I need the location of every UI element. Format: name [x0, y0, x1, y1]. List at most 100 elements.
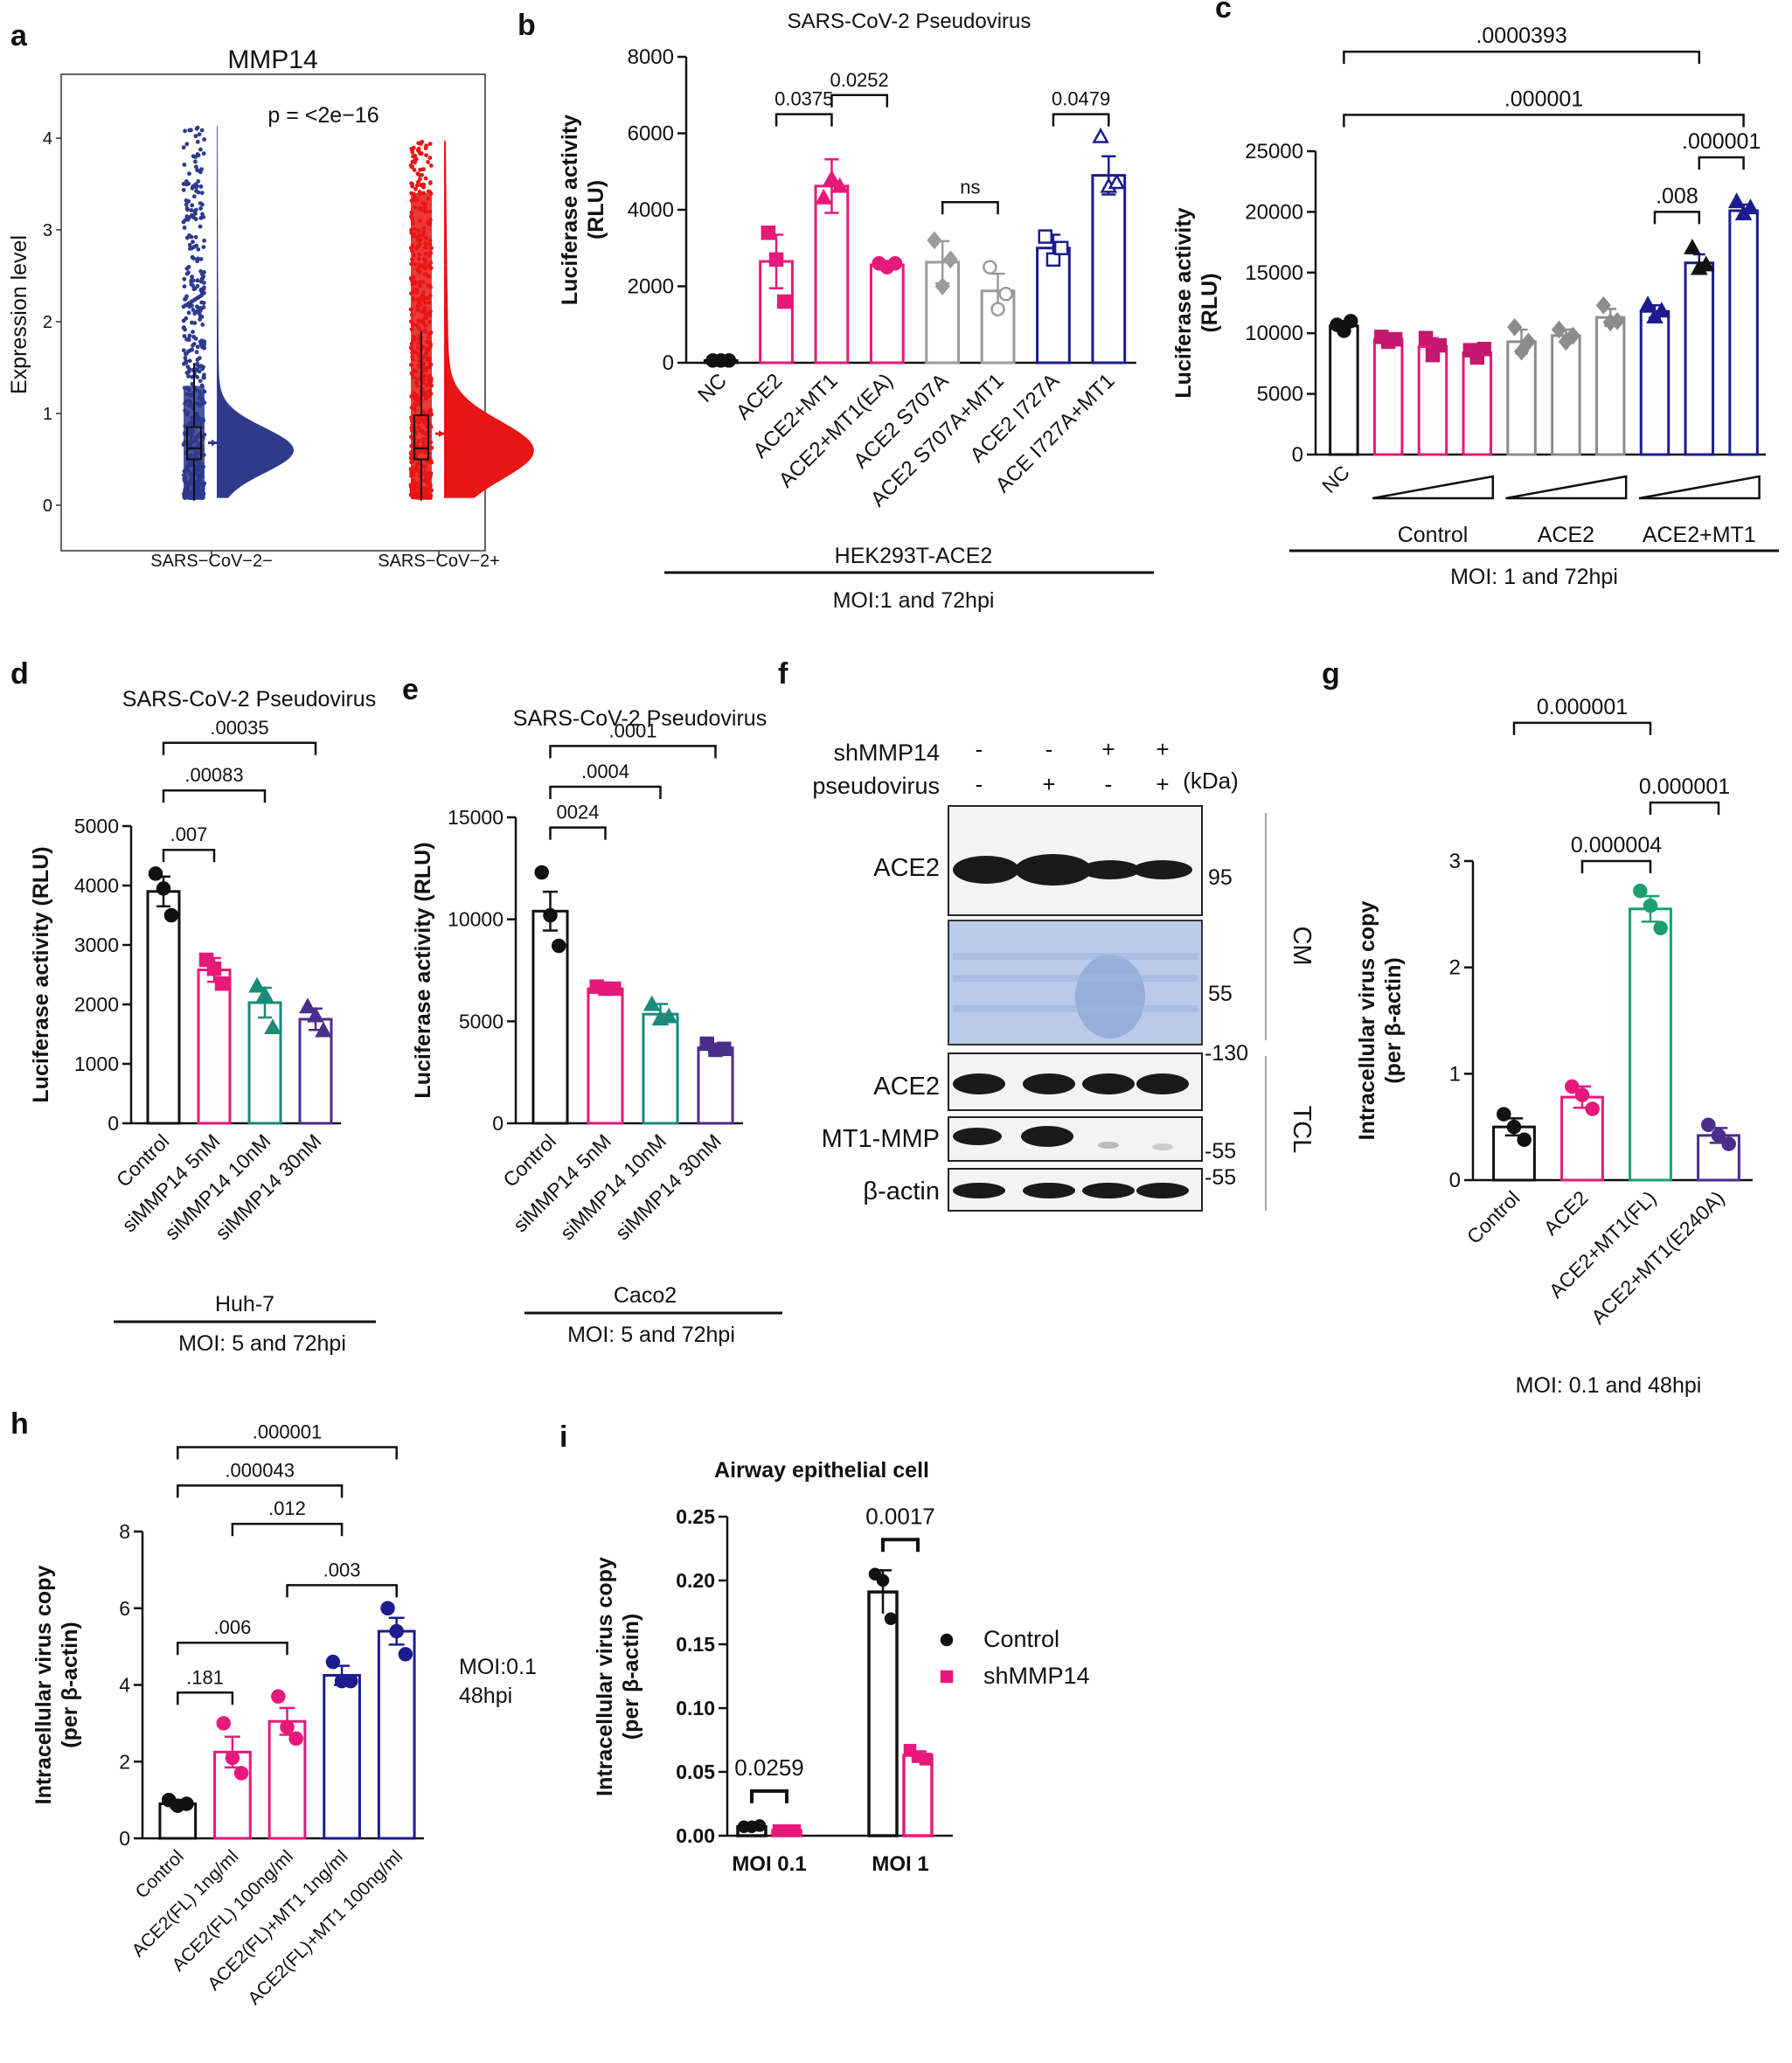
coomassie-stain — [948, 920, 1203, 1045]
jitter-point — [186, 199, 191, 204]
data-point — [934, 277, 950, 295]
half-violin — [217, 124, 295, 498]
chart-title: SARS-CoV-2 Pseudovirus — [122, 687, 376, 712]
significance-bracket — [1649, 801, 1720, 816]
data-point — [1387, 331, 1403, 347]
data-point — [1476, 341, 1491, 357]
jitter-point — [199, 167, 204, 172]
bar — [902, 1754, 934, 1837]
jitter-point — [199, 315, 205, 319]
jitter-point — [198, 215, 204, 220]
jitter-point — [181, 325, 186, 330]
blot-band — [1015, 854, 1092, 886]
jitter-point — [198, 201, 203, 205]
data-point — [233, 1766, 249, 1781]
data-point — [761, 226, 776, 240]
y-tick-label: 4 — [119, 1674, 130, 1697]
jitter-point — [189, 128, 193, 133]
y-tick-label: 10000 — [1245, 322, 1303, 345]
data-point — [307, 1006, 324, 1023]
jitter-point — [192, 159, 198, 164]
mw-marker: 55 — [1208, 982, 1233, 1006]
data-point — [1038, 229, 1052, 244]
significance-bracket — [549, 785, 662, 799]
data-point — [642, 995, 661, 1011]
y-tick-label: 0 — [1292, 443, 1303, 467]
blot-band — [1082, 1073, 1135, 1094]
condition-sign: + — [1101, 736, 1115, 762]
jitter-point — [184, 214, 190, 219]
jitter-point — [412, 168, 417, 172]
jitter-point — [193, 217, 198, 222]
legend-entry: Control — [983, 1626, 1059, 1652]
data-point — [990, 302, 1005, 316]
y-tick-label: 0.15 — [676, 1633, 715, 1656]
jitter-point — [198, 257, 204, 261]
data-point — [1551, 320, 1567, 339]
data-point — [998, 287, 1014, 302]
data-point — [1721, 1136, 1736, 1151]
jitter-point — [200, 212, 205, 217]
jitter-point — [427, 156, 433, 160]
bar — [1091, 174, 1127, 365]
jitter-point — [184, 182, 189, 187]
p-value-label: .181 — [186, 1666, 224, 1688]
data-point — [1741, 198, 1760, 215]
data-point — [398, 1647, 413, 1662]
y-tick-label: 0.10 — [676, 1697, 715, 1719]
jitter-point — [183, 129, 188, 134]
significance-bracket — [750, 1789, 788, 1803]
data-point — [271, 1689, 286, 1704]
chart-panel-b: 0 2000 4000 6000 8000 Luciferase activity (RLU… — [558, 10, 1154, 613]
y-tick-label: 2 — [43, 313, 52, 332]
bar — [1639, 309, 1670, 456]
blot-band — [1152, 1143, 1173, 1150]
jitter-point — [195, 278, 200, 283]
data-point — [660, 1007, 678, 1024]
significance-bracket — [549, 826, 607, 840]
group-label: HEK293T-ACE2 — [835, 544, 993, 568]
jitter-point — [195, 257, 200, 262]
panel-letter: d — [10, 657, 29, 691]
stain-band — [953, 1005, 1198, 1012]
data-point — [1432, 337, 1448, 353]
blot-band — [1080, 860, 1140, 879]
jitter-point — [420, 139, 425, 144]
y-tick-label: 1 — [1449, 1062, 1461, 1086]
y-axis-label: (per β-actin) — [1381, 957, 1406, 1083]
p-value-label: .000001 — [253, 1420, 323, 1442]
jitter-point — [191, 240, 195, 245]
y-tick-label: 3 — [1449, 850, 1461, 873]
p-value-label: .00083 — [184, 764, 243, 786]
condition-sign: - — [976, 771, 983, 797]
data-point — [983, 260, 997, 274]
data-point — [148, 866, 163, 881]
stain-band — [953, 975, 1198, 982]
jitter-point — [424, 143, 429, 149]
condition-sign: - — [976, 736, 983, 762]
jitter-point — [419, 151, 424, 156]
blot-band — [1098, 1142, 1119, 1149]
annotation: p = <2e−16 — [267, 103, 379, 128]
y-axis-label: (RLU) — [584, 180, 608, 240]
data-point — [1609, 311, 1625, 330]
jitter-point — [191, 308, 196, 312]
panel-letter: a — [10, 19, 28, 52]
dose-ramp — [1505, 475, 1628, 500]
p-value-label: 0.000004 — [1571, 833, 1662, 858]
jitter-point — [195, 344, 200, 350]
data-point — [1585, 1101, 1600, 1116]
chart-panel-c: 0 5000 10000 15000 20000 25000 Luciferase acti… — [1171, 24, 1779, 589]
jitter-point — [201, 301, 206, 305]
jitter-point — [186, 310, 191, 316]
bar — [1594, 316, 1626, 456]
significance-bracket — [1343, 50, 1701, 65]
significance-bracket — [1580, 859, 1652, 873]
x-tick-label: Control — [132, 1846, 188, 1902]
y-tick-label: 2000 — [74, 993, 119, 1016]
data-point — [1701, 1117, 1716, 1132]
y-axis-label: (RLU) — [1198, 273, 1222, 332]
data-point — [887, 256, 903, 271]
blot-band — [1082, 1183, 1135, 1198]
footer: MOI: 5 and 72hpi — [567, 1323, 735, 1347]
